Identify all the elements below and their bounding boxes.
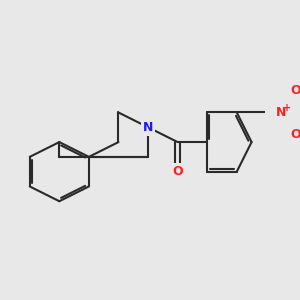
- Text: N: N: [143, 121, 153, 134]
- Text: O: O: [291, 84, 300, 97]
- Text: O: O: [291, 128, 300, 141]
- Text: -: -: [299, 134, 300, 143]
- Text: +: +: [283, 103, 291, 113]
- Text: O: O: [172, 165, 183, 178]
- Text: N: N: [276, 106, 286, 119]
